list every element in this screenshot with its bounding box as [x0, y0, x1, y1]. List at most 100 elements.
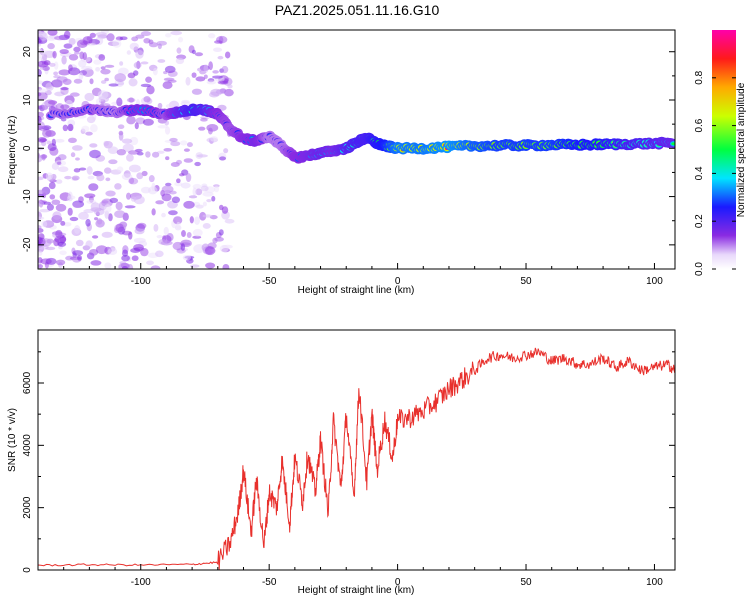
- spectrogram-x-tick-label: -100: [131, 276, 151, 287]
- noise-speck: [40, 258, 52, 265]
- snr-y-axis: 0 2000 4000 6000: [22, 351, 675, 573]
- noise-speck: [189, 216, 194, 224]
- noise-speck: [70, 152, 76, 158]
- noise-speck: [81, 125, 90, 132]
- noise-speck: [89, 248, 99, 256]
- noise-speck: [84, 92, 95, 102]
- snr-x-tick-label: -50: [262, 577, 277, 588]
- noise-speck: [101, 200, 109, 204]
- noise-speck: [38, 176, 44, 181]
- noise-speck: [41, 220, 48, 228]
- noise-speck: [38, 250, 43, 256]
- spectrogram-x-tick-label: -50: [262, 276, 277, 287]
- noise-speck: [39, 208, 51, 213]
- noise-speck: [217, 55, 224, 60]
- noise-speck: [57, 241, 67, 247]
- noise-speck: [136, 172, 144, 180]
- noise-speck: [129, 136, 139, 146]
- noise-speck: [104, 77, 109, 82]
- noise-speck: [163, 226, 169, 236]
- noise-speck: [162, 81, 173, 90]
- noise-speck: [59, 49, 69, 55]
- noise-speck: [73, 51, 80, 55]
- noise-speck: [221, 65, 229, 74]
- noise-speck: [73, 78, 83, 84]
- colorbar-tick-label: 0.4: [694, 166, 705, 180]
- noise-speck: [215, 89, 228, 95]
- noise-speck: [79, 51, 85, 60]
- noise-speck: [122, 249, 129, 257]
- noise-speck: [54, 35, 66, 41]
- noise-speck: [119, 36, 128, 41]
- noise-speck: [195, 76, 206, 82]
- noise-speck: [180, 101, 191, 107]
- noise-speck: [115, 201, 123, 211]
- noise-speck: [176, 47, 182, 54]
- noise-speck: [153, 223, 159, 232]
- noise-speck: [78, 211, 89, 220]
- noise-speck: [72, 202, 81, 208]
- noise-speck: [175, 57, 185, 65]
- snr-y-tick-label: 2000: [22, 496, 33, 519]
- noise-speck: [203, 64, 209, 73]
- noise-speck: [49, 62, 56, 67]
- spectrogram-y-tick-label: 20: [22, 46, 33, 58]
- noise-speck: [75, 157, 80, 161]
- noise-speck: [194, 161, 201, 167]
- noise-speck: [133, 243, 144, 251]
- colorbar: 0.0 0.2 0.4 0.6 0.8 Normalized spectral ampl…: [694, 30, 747, 276]
- noise-speck: [171, 196, 181, 204]
- noise-speck: [73, 46, 81, 53]
- noise-speck: [148, 175, 155, 183]
- noise-speck: [68, 53, 79, 61]
- noise-speck: [217, 80, 229, 85]
- noise-speck: [51, 199, 61, 205]
- noise-speck: [140, 247, 149, 257]
- noise-speck: [167, 79, 177, 83]
- noise-speck: [182, 255, 192, 261]
- spectrogram-y-tick-label: 10: [22, 94, 33, 106]
- colorbar-ticks: 0.0 0.2 0.4 0.6 0.8: [694, 70, 736, 276]
- noise-speck: [176, 221, 181, 230]
- noise-speck: [104, 262, 112, 269]
- noise-speck: [212, 75, 223, 79]
- noise-speck: [151, 208, 156, 216]
- noise-speck: [202, 223, 211, 229]
- noise-speck: [108, 213, 113, 222]
- noise-speck: [70, 92, 80, 97]
- spectrogram-x-tick-label: 50: [520, 276, 532, 287]
- noise-speck: [59, 250, 67, 256]
- noise-speck: [195, 188, 203, 196]
- noise-speck: [116, 166, 124, 173]
- noise-speck: [212, 237, 218, 244]
- noise-speck: [66, 197, 73, 202]
- noise-speck: [93, 59, 102, 65]
- noise-speck: [128, 164, 141, 173]
- noise-speck: [39, 138, 48, 142]
- noise-speck: [47, 30, 58, 36]
- noise-speck: [67, 191, 73, 199]
- noise-speck: [140, 186, 151, 194]
- noise-speck: [54, 61, 59, 70]
- noise-speck: [77, 255, 83, 261]
- noise-speck: [90, 124, 98, 133]
- noise-speck: [148, 42, 159, 48]
- noise-speck: [104, 204, 112, 213]
- noise-speck: [164, 120, 170, 126]
- noise-speck: [192, 187, 197, 196]
- noise-speck: [186, 232, 192, 238]
- snr-x-tick-label: 100: [646, 577, 663, 588]
- noise-speck: [96, 173, 105, 182]
- noise-speck: [214, 185, 220, 193]
- noise-speck: [185, 173, 192, 183]
- noise-speck: [105, 190, 116, 197]
- noise-speck: [38, 264, 43, 269]
- colorbar-tick-label: 0.2: [694, 214, 705, 228]
- noise-speck: [104, 64, 115, 68]
- noise-speck: [38, 91, 48, 101]
- noise-speck: [73, 225, 81, 234]
- noise-speck: [191, 49, 196, 55]
- noise-speck: [78, 72, 84, 80]
- noise-speck: [94, 217, 99, 221]
